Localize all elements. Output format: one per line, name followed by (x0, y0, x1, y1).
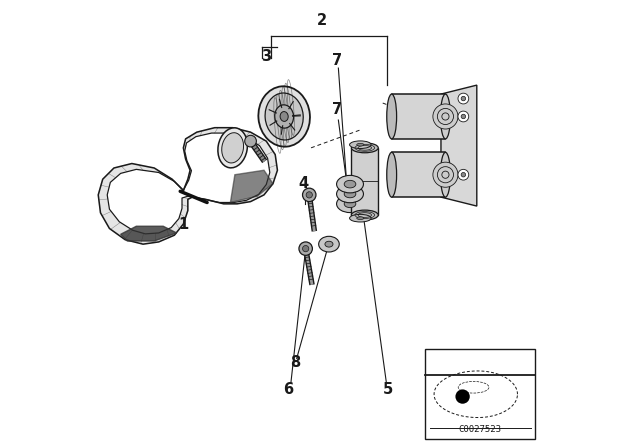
Ellipse shape (221, 133, 244, 163)
Ellipse shape (356, 143, 364, 146)
Bar (392, 94, 445, 139)
Ellipse shape (387, 94, 397, 139)
Ellipse shape (325, 241, 333, 247)
Ellipse shape (275, 105, 294, 128)
Circle shape (442, 113, 449, 120)
Polygon shape (99, 128, 278, 244)
Ellipse shape (440, 152, 451, 197)
Ellipse shape (259, 86, 310, 146)
Circle shape (433, 104, 458, 129)
Circle shape (461, 96, 466, 101)
Ellipse shape (337, 176, 364, 193)
Ellipse shape (351, 210, 378, 220)
Text: 7: 7 (332, 53, 342, 68)
Polygon shape (121, 226, 177, 241)
Ellipse shape (440, 94, 451, 139)
Circle shape (458, 169, 468, 180)
Text: 4: 4 (298, 176, 308, 191)
Ellipse shape (337, 195, 364, 213)
Ellipse shape (319, 237, 339, 252)
Circle shape (456, 389, 470, 404)
Text: 7: 7 (332, 102, 342, 117)
Ellipse shape (387, 152, 397, 197)
Circle shape (458, 111, 468, 122)
Circle shape (442, 171, 449, 178)
Text: C0027523: C0027523 (459, 425, 502, 434)
Ellipse shape (351, 143, 378, 153)
Text: 6: 6 (284, 382, 294, 397)
Text: 5: 5 (383, 382, 393, 397)
Circle shape (458, 93, 468, 104)
Ellipse shape (349, 215, 371, 222)
Bar (351, 148, 378, 215)
Circle shape (299, 242, 312, 255)
Ellipse shape (349, 141, 371, 149)
Circle shape (303, 246, 309, 252)
Circle shape (461, 114, 466, 119)
Text: 2: 2 (317, 13, 327, 28)
Circle shape (306, 192, 312, 198)
Circle shape (433, 162, 458, 187)
Circle shape (303, 188, 316, 202)
Circle shape (461, 172, 466, 177)
Polygon shape (441, 85, 477, 206)
Circle shape (437, 167, 454, 183)
Circle shape (244, 135, 257, 147)
Text: 1: 1 (178, 216, 189, 232)
Ellipse shape (337, 185, 364, 202)
Bar (425, 349, 535, 439)
Circle shape (437, 108, 454, 125)
Ellipse shape (344, 200, 356, 207)
Ellipse shape (344, 190, 356, 198)
Polygon shape (230, 170, 273, 202)
Bar (392, 152, 445, 197)
Ellipse shape (344, 181, 356, 188)
Polygon shape (108, 133, 270, 234)
Ellipse shape (280, 112, 288, 121)
Ellipse shape (356, 217, 364, 220)
Text: 3: 3 (261, 48, 271, 64)
Ellipse shape (218, 128, 248, 168)
Text: 8: 8 (290, 355, 301, 370)
Ellipse shape (265, 93, 303, 140)
